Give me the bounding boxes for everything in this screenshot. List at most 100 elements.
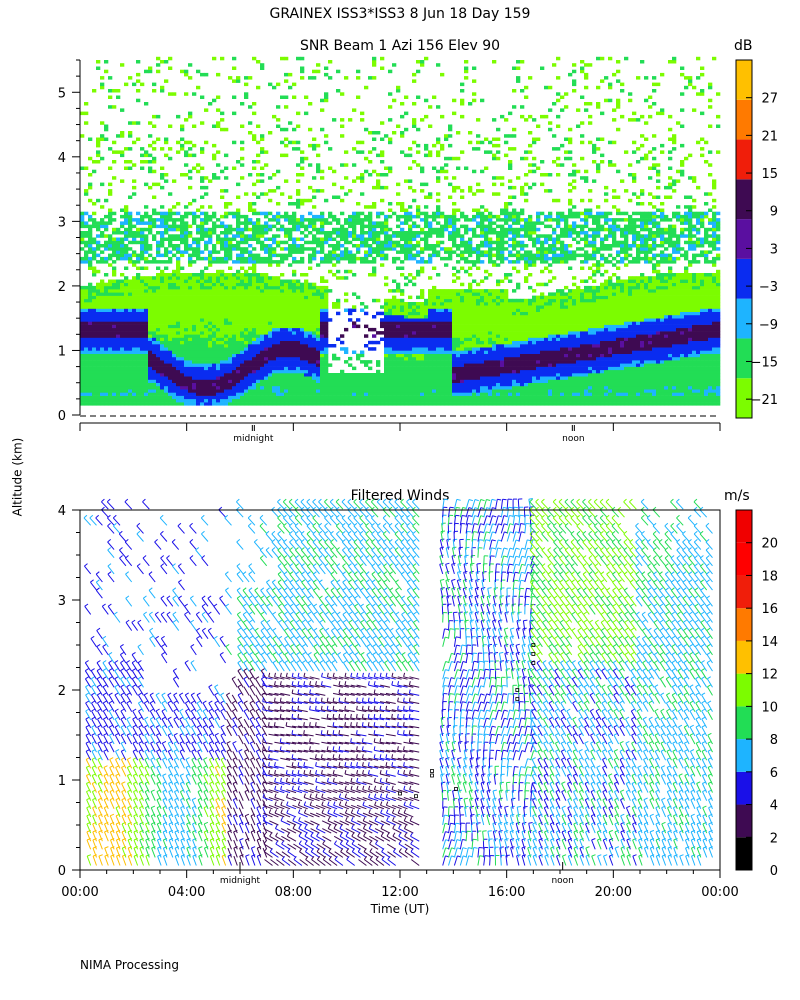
snr-cell bbox=[436, 289, 441, 293]
snr-cell bbox=[324, 279, 329, 283]
snr-cell bbox=[216, 292, 221, 296]
snr-cell bbox=[388, 298, 393, 303]
snr-cell bbox=[96, 344, 101, 348]
snr-cell bbox=[308, 231, 313, 235]
snr-cell bbox=[108, 192, 113, 196]
snr-cell bbox=[296, 376, 301, 380]
snr-cell bbox=[272, 114, 277, 119]
snr-cell bbox=[268, 189, 273, 193]
snr-cell bbox=[368, 76, 373, 80]
snr-cell bbox=[104, 60, 109, 64]
snr-cell bbox=[240, 402, 245, 406]
snr-cell bbox=[168, 147, 173, 151]
snr-cell bbox=[332, 382, 337, 387]
snr-cell bbox=[292, 324, 297, 329]
snr-cell bbox=[192, 389, 197, 393]
snr-cell bbox=[80, 256, 85, 261]
snr-cell bbox=[408, 166, 413, 170]
snr-cell bbox=[324, 366, 329, 371]
snr-cell bbox=[396, 324, 401, 329]
snr-cell bbox=[256, 60, 261, 64]
snr-cell bbox=[252, 273, 257, 277]
snr-cell bbox=[260, 353, 265, 358]
snr-cell bbox=[140, 321, 145, 325]
snr-cell bbox=[244, 234, 249, 238]
snr-cell bbox=[92, 202, 97, 206]
snr-cell bbox=[156, 340, 161, 345]
snr-cell bbox=[176, 305, 181, 309]
snr-cell bbox=[176, 398, 181, 403]
snr-cell bbox=[348, 221, 353, 225]
snr-cell bbox=[324, 318, 329, 322]
snr-cell bbox=[96, 247, 101, 251]
snr-cell bbox=[392, 298, 397, 303]
snr-cell bbox=[400, 292, 405, 296]
snr-cell bbox=[180, 282, 185, 287]
snr-cell bbox=[264, 340, 269, 345]
snr-cell bbox=[84, 121, 89, 125]
snr-cell bbox=[108, 331, 113, 335]
snr-cell bbox=[448, 182, 453, 187]
snr-cell bbox=[240, 231, 245, 235]
snr-cell bbox=[216, 376, 221, 380]
snr-cell bbox=[240, 382, 245, 387]
snr-cell bbox=[152, 182, 157, 187]
snr-cell bbox=[136, 79, 141, 83]
snr-cell bbox=[272, 237, 277, 241]
snr-cell bbox=[272, 289, 277, 293]
snr-cell bbox=[284, 340, 289, 345]
snr-cell bbox=[108, 302, 113, 306]
snr-cell bbox=[296, 334, 301, 338]
snr-cell bbox=[144, 398, 149, 403]
snr-cell bbox=[408, 398, 413, 403]
snr-cell bbox=[388, 369, 393, 374]
snr-cell bbox=[148, 347, 153, 351]
snr-cell bbox=[120, 382, 125, 387]
snr-cell bbox=[144, 214, 149, 219]
snr-cell bbox=[288, 392, 293, 396]
snr-cell bbox=[284, 386, 289, 390]
snr-cell bbox=[232, 244, 237, 248]
snr-cell bbox=[300, 295, 305, 300]
snr-cell bbox=[240, 276, 245, 280]
snr-cell bbox=[424, 231, 429, 235]
snr-cell bbox=[176, 360, 181, 364]
snr-cell bbox=[136, 260, 141, 264]
snr-cell bbox=[144, 211, 149, 216]
snr-cell bbox=[324, 331, 329, 335]
snr-cell bbox=[312, 137, 317, 141]
snr-cell bbox=[384, 231, 389, 235]
snr-cell bbox=[128, 279, 133, 283]
snr-cell bbox=[252, 285, 257, 290]
snr-cell bbox=[200, 205, 205, 209]
snr-cell bbox=[228, 282, 233, 287]
snr-cell bbox=[200, 379, 205, 383]
snr-cell bbox=[96, 269, 101, 274]
snr-cell bbox=[304, 366, 309, 371]
snr-cell bbox=[216, 279, 221, 283]
snr-cell bbox=[204, 334, 209, 338]
snr-cell bbox=[448, 218, 453, 222]
snr-cell bbox=[220, 340, 225, 345]
snr-cell bbox=[396, 289, 401, 293]
snr-cell bbox=[132, 224, 137, 229]
snr-cell bbox=[244, 340, 249, 345]
snr-cell bbox=[364, 256, 369, 261]
snr-cell bbox=[228, 350, 233, 354]
snr-cell bbox=[436, 198, 441, 203]
snr-cell bbox=[96, 160, 101, 164]
snr-cell bbox=[440, 398, 445, 403]
snr-cell bbox=[324, 256, 329, 261]
snr-cell bbox=[368, 237, 373, 241]
snr-cell bbox=[308, 315, 313, 319]
snr-cell bbox=[216, 360, 221, 364]
snr-cell bbox=[244, 331, 249, 335]
snr-cell bbox=[176, 402, 181, 406]
snr-cell bbox=[148, 169, 153, 174]
snr-cell bbox=[248, 276, 253, 280]
snr-cell bbox=[136, 221, 141, 225]
snr-cell bbox=[232, 402, 237, 406]
snr-cell bbox=[408, 250, 413, 254]
snr-cell bbox=[224, 321, 229, 325]
snr-cell bbox=[440, 318, 445, 322]
